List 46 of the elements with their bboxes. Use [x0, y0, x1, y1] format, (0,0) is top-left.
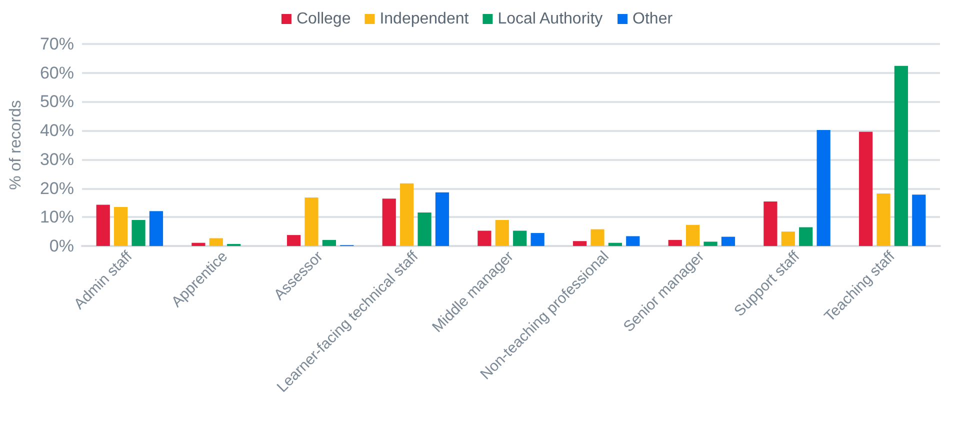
bar [495, 220, 509, 246]
bar [149, 211, 164, 246]
bar [668, 240, 682, 246]
bar [608, 242, 622, 246]
bar [114, 207, 128, 246]
bar [816, 130, 830, 246]
bar [912, 194, 926, 246]
y-tick-label: 20% [40, 178, 74, 198]
bar [781, 232, 795, 246]
bar [626, 236, 640, 246]
y-tick-label: 30% [40, 150, 74, 169]
bar [400, 183, 414, 246]
y-axis-title: % of records [8, 100, 24, 190]
bar [721, 236, 736, 246]
bar [858, 132, 873, 246]
bar [572, 241, 587, 246]
bar [876, 193, 890, 246]
y-tick-label: 0% [49, 236, 74, 256]
y-tick-label: 60% [40, 63, 74, 82]
bar [530, 233, 544, 246]
legend-label: Other [632, 10, 674, 28]
bar [764, 202, 778, 246]
bar [132, 220, 146, 246]
bar [894, 66, 908, 246]
y-tick-label: 70% [40, 34, 74, 54]
legend-label: Local Authority [498, 10, 603, 28]
y-tick-label: 50% [40, 92, 74, 112]
bar [322, 240, 336, 246]
bar [704, 242, 718, 246]
bar [192, 242, 206, 246]
bar [478, 230, 492, 246]
y-tick-label: 40% [40, 121, 74, 140]
bar [799, 227, 813, 246]
legend-label: College [296, 10, 351, 28]
bar [304, 198, 318, 246]
bar [286, 235, 301, 246]
legend-label: Independent [380, 10, 470, 28]
bar [96, 204, 110, 246]
bar [435, 192, 450, 246]
bar [418, 212, 432, 246]
y-tick-label: 10% [40, 208, 74, 227]
bar [513, 230, 527, 246]
bar [686, 224, 700, 246]
bar [382, 198, 396, 246]
bar [590, 229, 604, 246]
bar [209, 238, 223, 246]
